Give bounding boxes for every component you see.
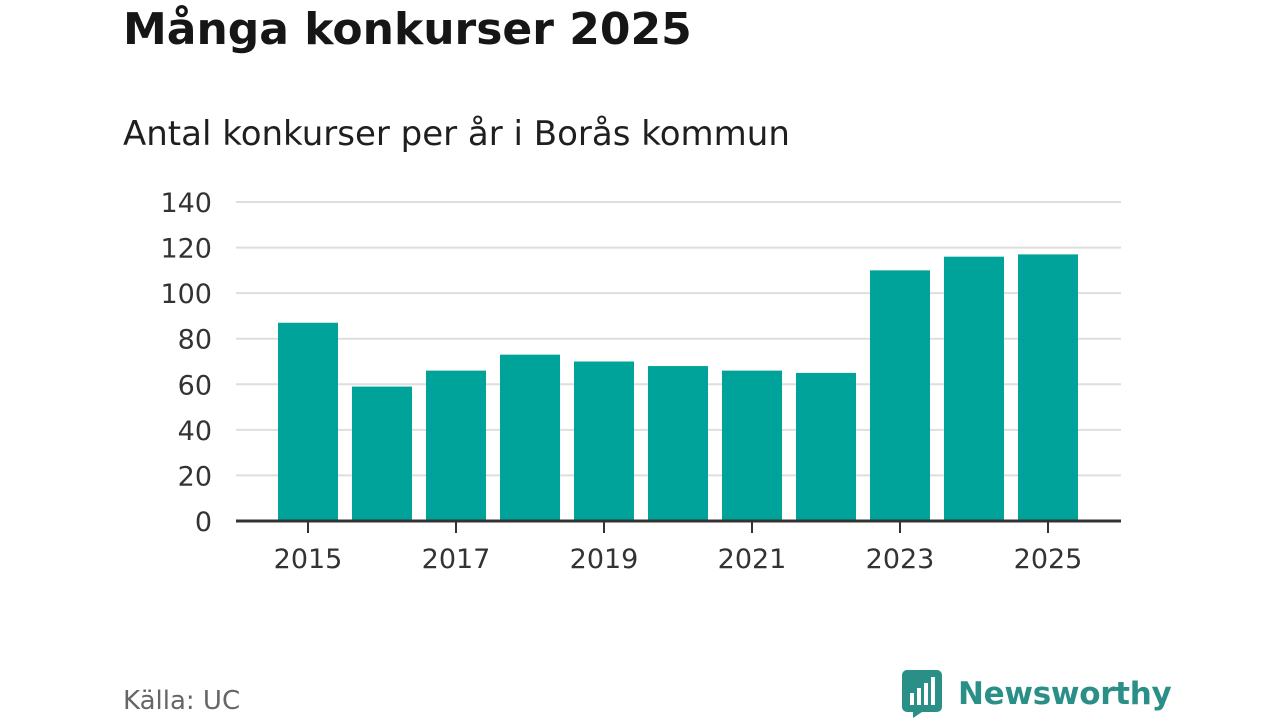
- chart-subtitle: Antal konkurser per år i Borås kommun: [123, 114, 790, 154]
- bar-2022: [796, 372, 856, 521]
- y-tick-label: 40: [178, 416, 212, 447]
- bar-chart-speech-bubble-icon: [902, 670, 942, 718]
- bar-2020: [648, 366, 708, 521]
- x-tick-label: 2023: [866, 544, 935, 575]
- bar-2024: [944, 256, 1004, 521]
- bar-2017: [426, 370, 486, 521]
- y-tick-label: 100: [160, 279, 212, 310]
- x-axis-labels: 2015 2017 2019 2021 2023 2025: [274, 544, 1083, 575]
- chart-title: Många konkurser 2025: [123, 4, 692, 55]
- bar-2015: [278, 322, 338, 521]
- y-axis-labels: 0 20 40 60 80 100 120 140: [160, 188, 212, 538]
- brand-logo: Newsworthy: [902, 670, 1172, 718]
- x-axis: [236, 519, 1121, 533]
- bar-2019: [574, 361, 634, 521]
- y-tick-label: 0: [195, 507, 212, 538]
- x-tick-label: 2015: [274, 544, 343, 575]
- bar-2023: [870, 270, 930, 521]
- bars: [278, 254, 1078, 521]
- source-note: Källa: UC: [123, 686, 241, 716]
- bar-2016: [352, 386, 412, 521]
- y-tick-label: 120: [160, 234, 212, 265]
- brand-name: Newsworthy: [958, 676, 1172, 712]
- bar-2025: [1018, 254, 1078, 521]
- y-tick-label: 80: [178, 325, 212, 356]
- x-tick-label: 2017: [422, 544, 491, 575]
- y-tick-label: 20: [178, 461, 212, 492]
- x-tick-label: 2025: [1014, 544, 1083, 575]
- y-tick-label: 60: [178, 370, 212, 401]
- x-tick-label: 2019: [570, 544, 639, 575]
- x-tick-label: 2021: [718, 544, 787, 575]
- bar-2018: [500, 354, 560, 521]
- y-tick-label: 140: [160, 188, 212, 219]
- bar-2021: [722, 370, 782, 521]
